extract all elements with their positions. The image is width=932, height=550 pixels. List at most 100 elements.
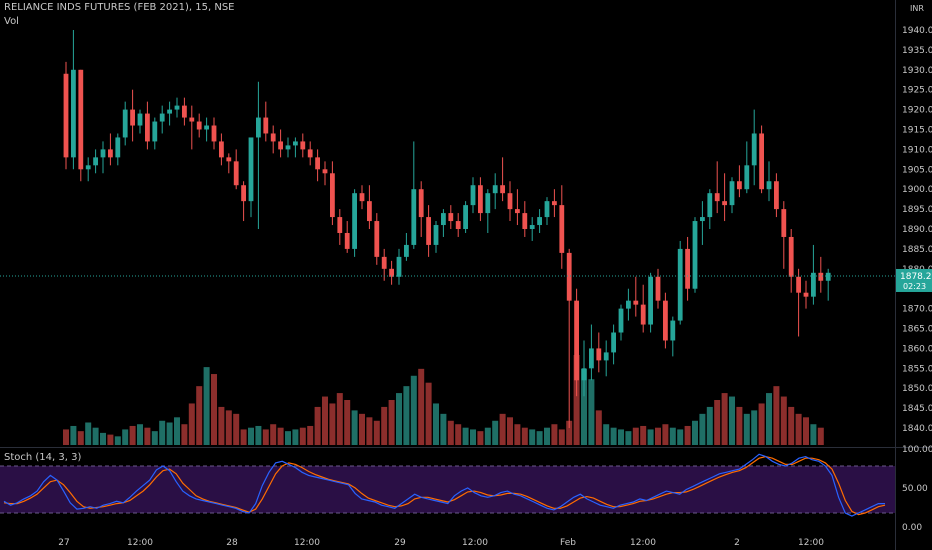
volume-bar [632, 427, 639, 445]
candle-body [818, 272, 824, 281]
stoch-tick: 0.00 [902, 523, 922, 533]
candle-body [411, 189, 417, 245]
candle-body [322, 169, 328, 174]
candle-body [648, 276, 653, 325]
time-tick: 12:00 [798, 538, 824, 548]
candle-body [825, 272, 831, 281]
candle-body [596, 348, 602, 361]
volume-bar [248, 427, 254, 445]
volume-bar [566, 420, 573, 445]
candle-body [663, 300, 668, 341]
volume-bar [166, 422, 173, 445]
candle-body [241, 185, 246, 202]
candle-body [100, 149, 106, 158]
volume-bar [92, 427, 99, 445]
volume-bar [581, 368, 587, 445]
volume-bar [766, 393, 772, 445]
volume-bar [677, 429, 684, 445]
volume-bar [692, 420, 698, 445]
price-tick: 1860.00 [902, 344, 932, 354]
candle-body [655, 276, 661, 301]
candle-body [574, 300, 579, 381]
price-tick: 1840.00 [902, 424, 932, 434]
candle-body [293, 141, 298, 146]
volume-bar [699, 413, 706, 445]
volume-bar [588, 379, 595, 445]
candle-body [270, 133, 276, 142]
candle-body [137, 113, 143, 126]
volume-bar [381, 406, 388, 445]
volume-bar [188, 403, 195, 445]
candle-body [352, 193, 357, 249]
volume-bar [803, 417, 809, 445]
candle-body [182, 105, 187, 118]
volume-bar [299, 427, 306, 445]
candle-body [544, 201, 550, 218]
candle-body [485, 193, 491, 214]
candle-body [796, 276, 801, 293]
candle-body [71, 69, 76, 158]
candle-body [700, 217, 705, 222]
candle-body [396, 256, 402, 277]
candle-body [233, 161, 239, 186]
candle-body [507, 193, 513, 210]
candle-body [529, 225, 535, 230]
volume-bar [255, 425, 262, 445]
volume-bar [507, 417, 513, 445]
volume-bar [544, 427, 550, 445]
candle-body [640, 304, 646, 325]
price-tick: 1895.00 [902, 205, 932, 215]
stoch-k-line [3, 453, 885, 517]
volume-bar [433, 403, 439, 445]
price-tick: 1905.00 [902, 165, 932, 175]
candle-body [441, 213, 446, 226]
candle-body [219, 141, 224, 158]
volume-bar [211, 374, 217, 445]
candle-body [589, 348, 594, 369]
last-price-tag [896, 268, 932, 292]
price-tick: 1900.00 [902, 185, 932, 195]
volume-bar [573, 355, 580, 445]
price-tick: 1850.00 [902, 384, 932, 394]
last-price-label: 1878.20 [900, 272, 932, 282]
candle-body [478, 185, 483, 214]
candle-body [455, 221, 461, 230]
volume-bar [270, 424, 277, 445]
candle-body [330, 173, 335, 218]
price-tick: 1890.00 [902, 225, 932, 235]
candle-body [374, 221, 380, 257]
candle-body [196, 121, 202, 130]
volume-bar [499, 413, 506, 445]
time-tick: Feb [560, 538, 576, 548]
candle-body [470, 185, 476, 206]
volume-bar [610, 427, 617, 445]
volume-bar [795, 413, 802, 445]
candle-body [152, 121, 158, 142]
candle-body [211, 125, 217, 142]
volume-bar [70, 425, 77, 445]
volume-bar [418, 368, 425, 445]
volume-bar [85, 422, 92, 445]
volume-bar [196, 386, 203, 445]
candle-body [626, 300, 631, 309]
candle-body [130, 109, 135, 126]
volume-bar [344, 400, 351, 445]
price-tick: 1865.00 [902, 325, 932, 335]
volume-bar [240, 429, 247, 445]
volume-label: Vol [4, 16, 19, 27]
candle-body [85, 165, 91, 170]
time-tick: 27 [58, 538, 69, 548]
price-tick: 1915.00 [902, 125, 932, 135]
candle-body [307, 149, 313, 158]
price-tick: 1940.00 [902, 26, 932, 36]
candle-body [248, 137, 254, 202]
volume-bar [684, 425, 691, 445]
candle-body [751, 133, 757, 166]
candle-body [522, 213, 528, 230]
candle-body [670, 320, 676, 341]
candle-body [552, 201, 557, 206]
candle-body [737, 181, 742, 190]
candle-body [618, 308, 624, 333]
candle-body [811, 272, 816, 297]
